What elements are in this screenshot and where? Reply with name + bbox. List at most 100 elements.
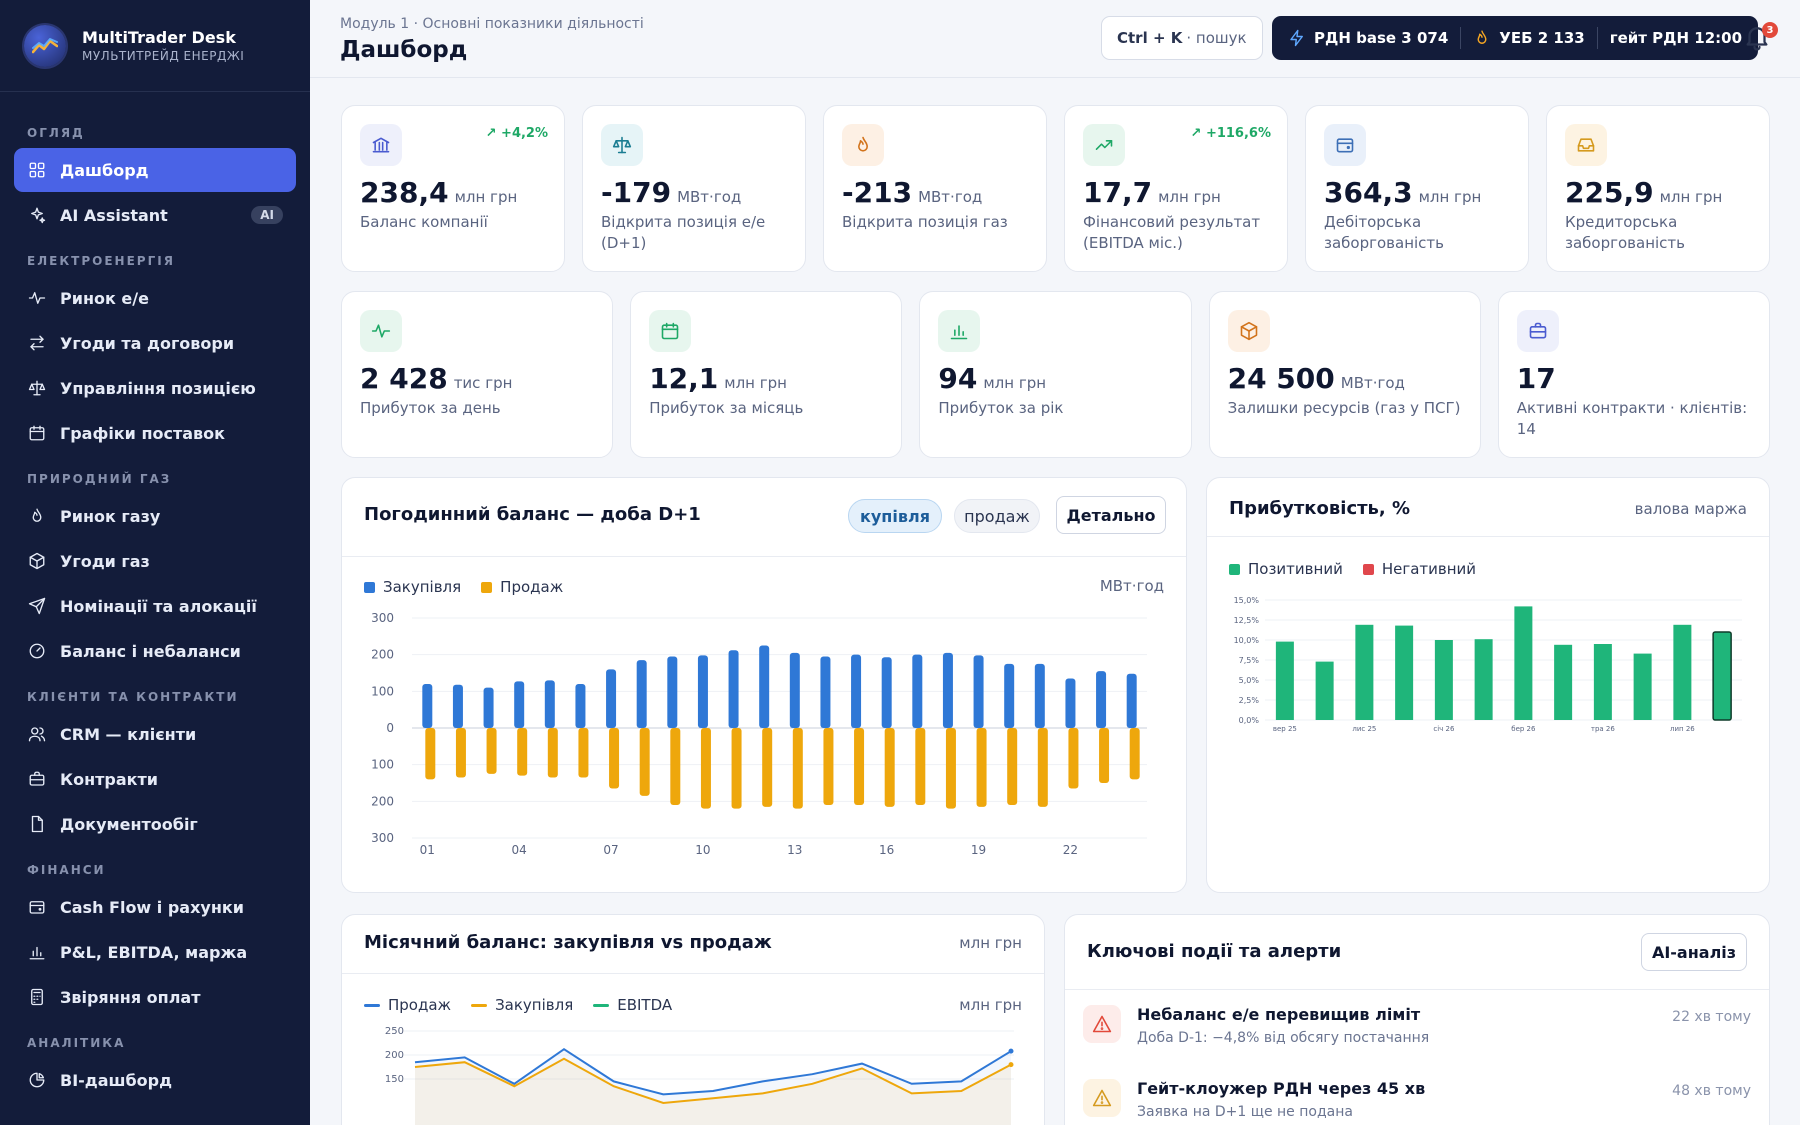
sidebar-item[interactable]: Баланс і небаланси <box>14 629 296 673</box>
kpi-label: Дебіторська заборгованість <box>1324 213 1445 252</box>
sidebar-item[interactable]: BI-дашборд <box>14 1058 296 1102</box>
event-icon-box <box>1083 1005 1121 1043</box>
kpi-card[interactable]: -179 МВт·год Відкрита позиція е/е (D+1) <box>582 105 806 272</box>
sidebar-item-label: AI Assistant <box>60 205 168 225</box>
kpi-card[interactable]: 2 428 тис грн Прибуток за день <box>341 291 614 458</box>
panel-divider <box>1207 536 1769 537</box>
x-tick-label: 04 <box>512 843 527 856</box>
sidebar-item[interactable]: P&L, EBITDA, маржа <box>14 930 296 974</box>
kpi-number: -179 <box>601 176 672 209</box>
kpi-card[interactable]: 94 млн грн Прибуток за рік <box>919 291 1192 458</box>
market-ticker[interactable]: РДН base 3 074 УЕБ 2 133 гейт РДН 12:00 <box>1272 16 1759 60</box>
y-tick-label: 200 <box>385 1050 404 1061</box>
buy-bar <box>575 684 586 728</box>
kpi-unit: млн грн <box>983 374 1047 392</box>
page-title: Дашборд <box>340 37 468 63</box>
sidebar-item[interactable]: Ринок е/е <box>14 276 296 320</box>
sidebar-item-label: Управління позицією <box>60 378 256 398</box>
pill-buy[interactable]: купівля <box>848 499 942 533</box>
bell-icon[interactable] <box>1742 22 1772 52</box>
nav-icon <box>27 724 47 744</box>
kpi-card[interactable]: 364,3 млн грн Дебіторська заборгованість <box>1305 105 1529 272</box>
buy-bar <box>514 681 525 728</box>
sidebar-item[interactable]: Cash Flow і рахунки <box>14 885 296 929</box>
sidebar-nav: ОГЛЯД Дашборд AI Assistant AI ЕЛЕКТРОЕНЕ… <box>0 92 310 1102</box>
kpi-card[interactable]: ↗ +4,2% 238,4 млн грн Баланс компанії <box>341 105 565 272</box>
profit-bar <box>1633 653 1652 720</box>
sidebar-item-label: Cash Flow і рахунки <box>60 897 244 917</box>
kpi-icon-box <box>649 310 692 352</box>
kpi-label: Прибуток за місяць <box>649 399 804 417</box>
kpi-label: Прибуток за рік <box>938 399 1064 417</box>
kpi-card[interactable]: 12,1 млн грн Прибуток за місяць <box>630 291 903 458</box>
sidebar-item[interactable]: AI Assistant AI <box>14 193 296 237</box>
kpi-card[interactable]: -213 МВт·год Відкрита позиція газ <box>823 105 1047 272</box>
x-tick-label: 01 <box>420 843 435 856</box>
y-tick-label: 200 <box>371 794 394 808</box>
warning-icon <box>1092 1015 1112 1033</box>
buy-bar <box>697 655 708 728</box>
kpi-value: 17,7 млн грн <box>1083 176 1221 209</box>
kpi-card[interactable]: 17 Активні контракти · клієнтів: 14 <box>1497 291 1770 458</box>
sell-bar <box>517 728 528 776</box>
kpi-number: 364,3 <box>1324 176 1413 209</box>
sidebar-item[interactable]: Ринок газу <box>14 494 296 538</box>
x-tick-label: 07 <box>603 843 618 856</box>
sidebar-item[interactable]: Графіки поставок <box>14 411 296 455</box>
sidebar-item[interactable]: Номінації та алокації <box>14 584 296 628</box>
search-button[interactable]: Ctrl + K · пошук <box>1101 16 1263 60</box>
legend-label: EBITDA <box>617 996 673 1014</box>
sidebar-item[interactable]: Документообіг <box>14 802 296 846</box>
brand-name: MultiTrader Desk <box>82 28 236 47</box>
kpi-number: -213 <box>842 176 913 209</box>
sell-bar <box>976 728 987 807</box>
flame-icon <box>32 508 42 522</box>
kpi-unit: млн грн <box>724 374 787 392</box>
sidebar-item[interactable]: Угоди та договори <box>14 321 296 365</box>
pie-icon <box>29 1072 45 1088</box>
sidebar-item[interactable]: Звіряння оплат <box>14 975 296 1019</box>
sidebar-item-label: Звіряння оплат <box>60 987 201 1007</box>
kpi-card[interactable]: 225,9 млн грн Кредиторська заборгованість <box>1546 105 1770 272</box>
sell-bar <box>700 728 711 809</box>
sidebar-item-label: Дашборд <box>60 160 149 180</box>
profit-bar <box>1673 624 1692 720</box>
details-button[interactable]: Детально <box>1056 496 1166 534</box>
sidebar-item-label: BI-дашборд <box>60 1070 173 1090</box>
kpi-card[interactable]: 24 500 МВт·год Залишки ресурсів (газ у ПС… <box>1208 291 1481 458</box>
kpi-label: Прибуток за день <box>360 399 501 417</box>
users-icon <box>28 727 46 742</box>
sidebar-item[interactable]: Управління позицією <box>14 366 296 410</box>
hourly-legend: Закупівля Продаж <box>364 578 583 596</box>
pill-sell[interactable]: продаж <box>954 499 1040 533</box>
nav-section-title: ОГЛЯД <box>27 126 85 140</box>
sidebar-item[interactable]: Угоди газ <box>14 539 296 583</box>
sidebar-item-label: Ринок газу <box>60 506 161 526</box>
kpi-value: 2 428 тис грн <box>360 362 512 395</box>
sidebar-item[interactable]: Дашборд <box>14 148 296 192</box>
event-title: Гейт-клоужер РДН через 45 хв <box>1137 1079 1426 1098</box>
profit-bar <box>1712 631 1732 721</box>
legend-positive-label: Позитивний <box>1248 560 1343 578</box>
bank-icon <box>372 137 390 153</box>
legend-negative-label: Негативний <box>1381 560 1477 578</box>
legend-positive: Позитивний <box>1229 560 1343 578</box>
sell-bar <box>1099 728 1110 783</box>
kpi-unit: МВт·год <box>677 188 742 206</box>
panel-divider <box>342 556 1186 557</box>
event-item[interactable]: Небаланс е/е перевищив ліміт Доба D-1: −… <box>1065 991 1769 1063</box>
buy-bar <box>912 654 923 728</box>
kpi-label: Баланс компанії <box>360 213 488 231</box>
kpi-value: 238,4 млн грн <box>360 176 517 209</box>
kpi-card[interactable]: ↗ +116,6% 17,7 млн грн Фінансовий результ… <box>1064 105 1288 272</box>
kpi-icon-box <box>1324 124 1366 166</box>
event-item[interactable]: Гейт-клоужер РДН через 45 хв Заявка на D… <box>1065 1065 1769 1125</box>
hourly-balance-title: Погодинний баланс — доба D+1 <box>364 504 701 525</box>
sidebar-item[interactable]: Контракти <box>14 757 296 801</box>
sell-bar <box>823 728 834 805</box>
ai-analysis-button[interactable]: AI-аналіз <box>1641 933 1747 971</box>
monthly-balance-panel: Місячний баланс: закупівля vs продаж млн… <box>341 914 1045 1125</box>
kpi-delta: ↗ +116,6% <box>1191 126 1271 141</box>
sidebar-item[interactable]: CRM — клієнти <box>14 712 296 756</box>
kpi-number: 24 500 <box>1227 362 1335 395</box>
